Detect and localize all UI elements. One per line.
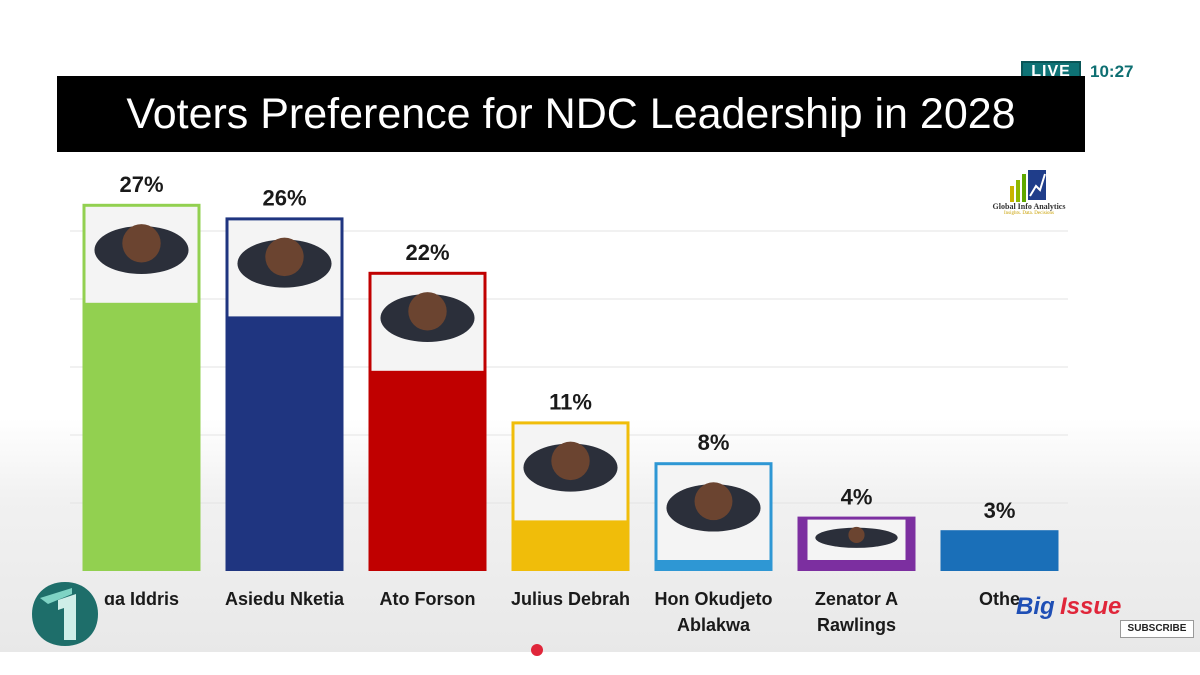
channel-one-logo-icon <box>28 578 102 650</box>
category-label: Hon Okudjeto <box>655 589 773 609</box>
portrait-head-icon <box>408 292 447 331</box>
value-label: 3% <box>984 498 1016 523</box>
player-bottom-strip <box>0 652 1200 675</box>
analytics-bars-icon <box>1010 170 1046 202</box>
category-label: Rawlings <box>817 615 896 635</box>
subscribe-button[interactable]: SUBSCRIBE <box>1120 620 1194 638</box>
svg-text:Issue: Issue <box>1060 593 1121 620</box>
portrait-head-icon <box>848 526 865 544</box>
portrait-head-icon <box>122 224 161 263</box>
big-issue-logo: Big Issue <box>1016 588 1136 622</box>
portrait-head-icon <box>551 441 590 481</box>
value-label: 22% <box>405 240 449 265</box>
source-name: Global Info Analytics <box>992 202 1066 211</box>
value-label: 27% <box>119 172 163 197</box>
broadcast-time: 10:27 <box>1090 62 1134 81</box>
category-label: ɑa Iddris <box>104 589 179 609</box>
category-label: Asiedu Nketia <box>225 589 345 609</box>
portrait-head-icon <box>694 482 733 521</box>
category-label: Zenator A <box>815 589 898 609</box>
progress-dot <box>531 644 543 656</box>
value-label: 26% <box>262 185 306 210</box>
bar <box>940 530 1059 571</box>
portrait-head-icon <box>265 237 304 277</box>
category-label: Ablakwa <box>677 615 751 635</box>
value-label: 8% <box>698 430 730 455</box>
value-label: 11% <box>549 389 592 414</box>
global-info-analytics-logo: Global Info Analytics Insights. Data. De… <box>988 166 1070 226</box>
chart-title: Voters Preference for NDC Leadership in … <box>126 89 1016 138</box>
category-label: Julius Debrah <box>511 589 630 609</box>
source-tagline: Insights. Data. Decisions <box>1004 211 1054 216</box>
title-bar: Voters Preference for NDC Leadership in … <box>57 76 1085 152</box>
svg-text:Big: Big <box>1016 593 1055 620</box>
category-label: Ato Forson <box>380 589 476 609</box>
category-label: Othe <box>979 589 1020 609</box>
value-label: 4% <box>841 485 873 510</box>
